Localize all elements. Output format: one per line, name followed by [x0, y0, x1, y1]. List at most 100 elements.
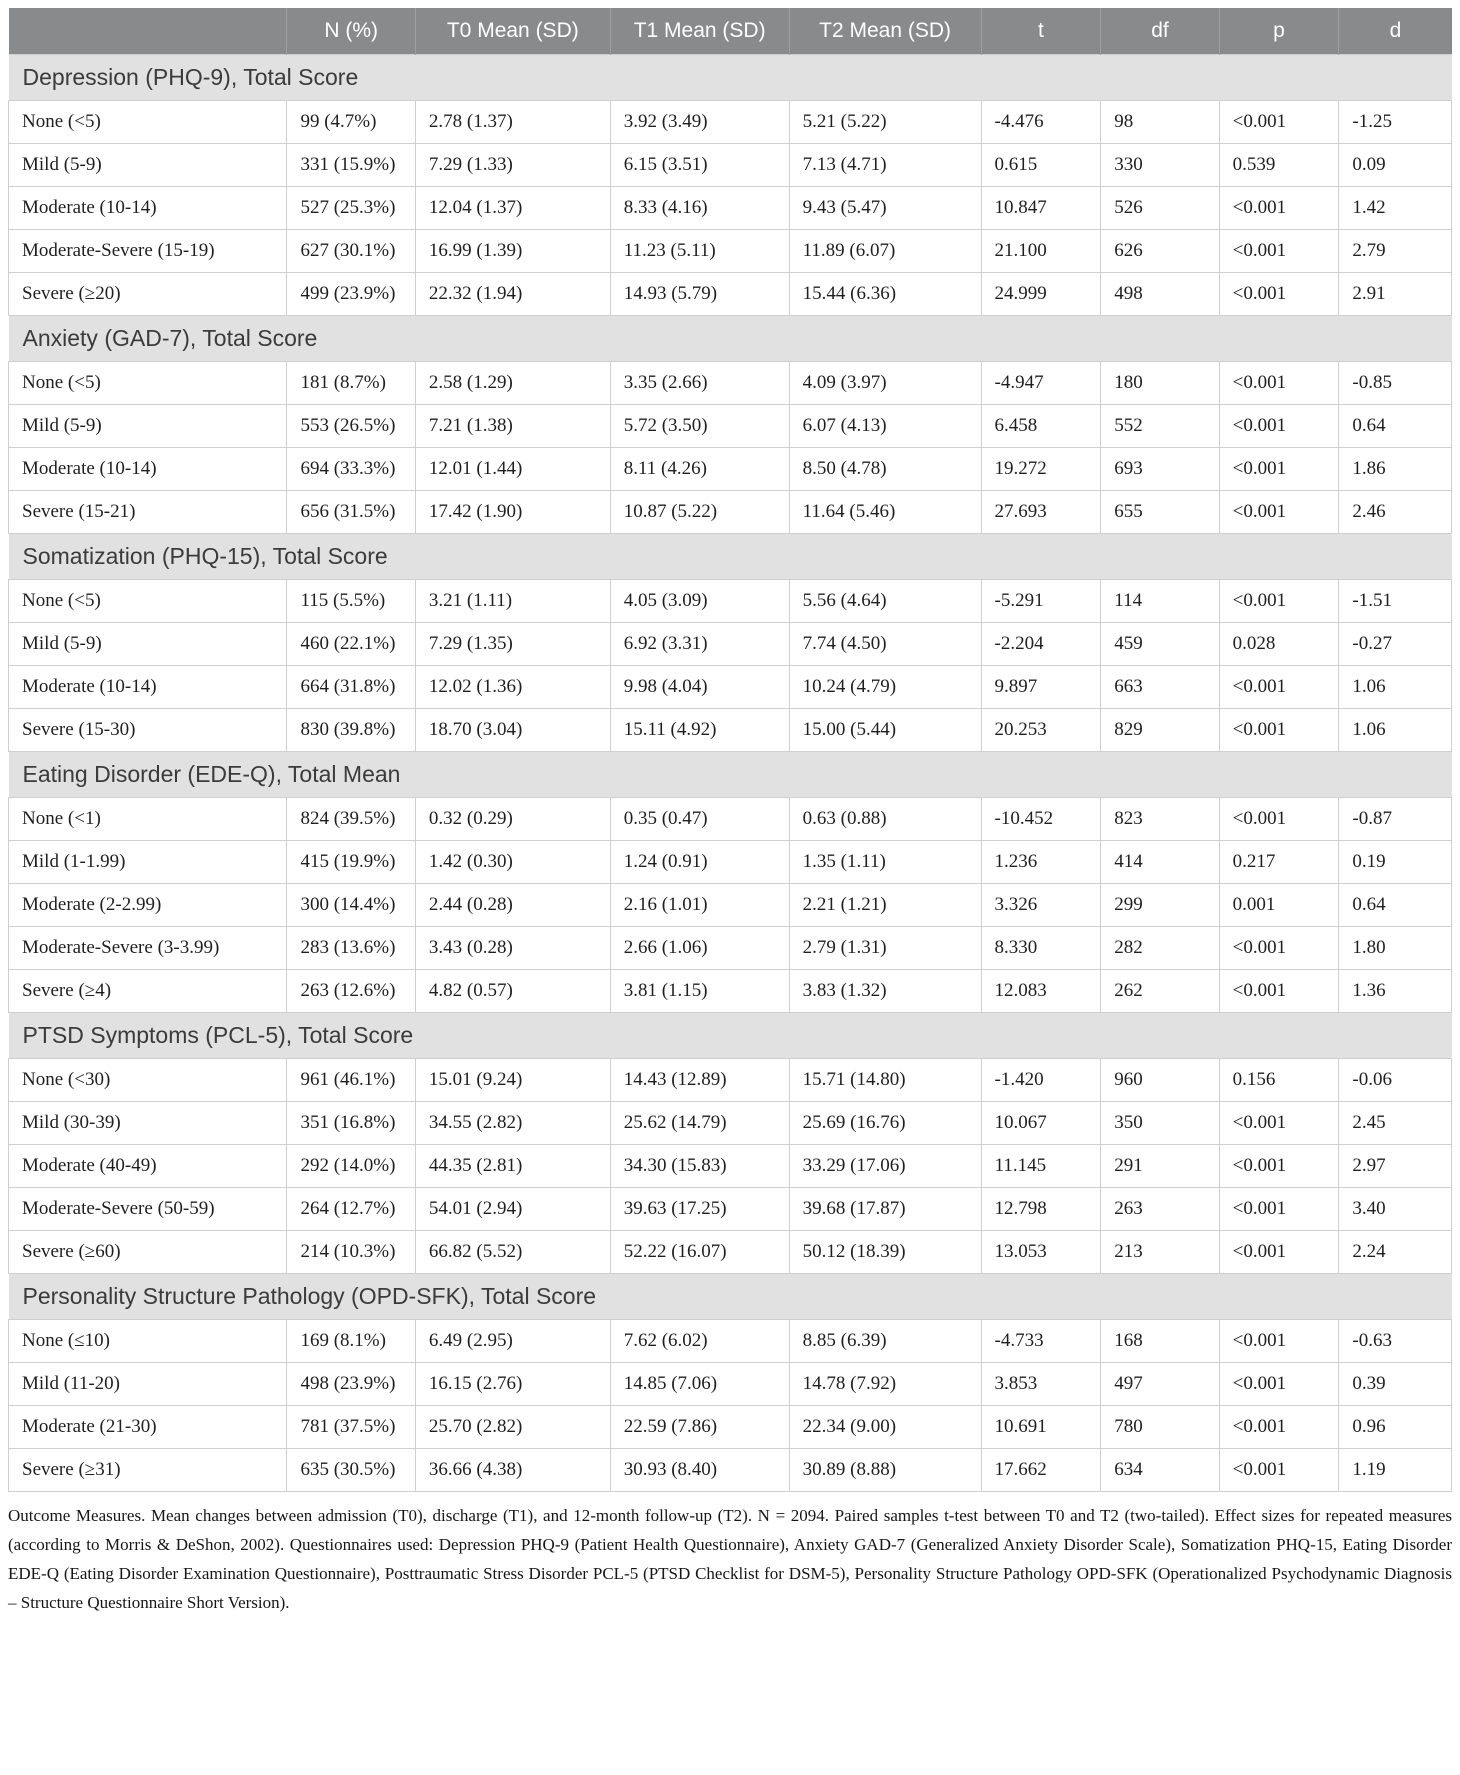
section-title: PTSD Symptoms (PCL-5), Total Score	[8, 1012, 1452, 1059]
cell-t0-mean-sd: 7.29 (1.35)	[414, 622, 611, 666]
table-row: Moderate (2-2.99) 300 (14.4%) 2.44 (0.28) 2…	[7, 883, 1452, 927]
outcome-measures-table-container: N (%) T0 Mean (SD) T1 Mean (SD) T2 Mean (SD…	[7, 8, 1452, 1492]
cell-d: 0.96	[1338, 1405, 1452, 1449]
cell-t1-mean-sd: 0.35 (0.47)	[609, 797, 790, 841]
cell-df: 350	[1100, 1101, 1220, 1145]
column-header-df: df	[1100, 8, 1220, 55]
cell-t: 3.326	[980, 883, 1102, 927]
column-header-t0-mean-sd: T0 Mean (SD)	[414, 8, 611, 55]
cell-severity: Moderate-Severe (15-19)	[7, 229, 288, 273]
cell-n-pct: 627 (30.1%)	[286, 229, 416, 273]
cell-t: 19.272	[980, 447, 1102, 491]
cell-t: 3.853	[980, 1362, 1102, 1406]
cell-t0-mean-sd: 36.66 (4.38)	[414, 1448, 611, 1492]
cell-df: 168	[1100, 1319, 1220, 1363]
cell-t1-mean-sd: 6.15 (3.51)	[609, 143, 790, 187]
cell-severity: Mild (5-9)	[7, 143, 288, 187]
table-row: None (≤10) 169 (8.1%) 6.49 (2.95) 7.62 (6.0…	[7, 1319, 1452, 1363]
table-row: Mild (1-1.99) 415 (19.9%) 1.42 (0.30) 1.24 …	[7, 840, 1452, 884]
cell-df: 213	[1100, 1230, 1220, 1274]
table-body: Depression (PHQ-9), Total Score None (<5)…	[7, 54, 1452, 1492]
cell-t1-mean-sd: 3.35 (2.66)	[609, 361, 790, 405]
cell-t1-mean-sd: 2.16 (1.01)	[609, 883, 790, 927]
cell-t: 10.691	[980, 1405, 1102, 1449]
cell-n-pct: 181 (8.7%)	[286, 361, 416, 405]
cell-t: -5.291	[980, 579, 1102, 623]
table-row: None (<5) 181 (8.7%) 2.58 (1.29) 3.35 (2.66…	[7, 361, 1452, 405]
cell-t1-mean-sd: 22.59 (7.86)	[609, 1405, 790, 1449]
cell-severity: None (<30)	[7, 1058, 288, 1102]
cell-t: 17.662	[980, 1448, 1102, 1492]
cell-df: 780	[1100, 1405, 1220, 1449]
cell-t2-mean-sd: 8.50 (4.78)	[788, 447, 982, 491]
cell-d: 1.42	[1338, 186, 1452, 230]
cell-severity: Mild (11-20)	[7, 1362, 288, 1406]
cell-n-pct: 283 (13.6%)	[286, 926, 416, 970]
cell-n-pct: 300 (14.4%)	[286, 883, 416, 927]
table-row: Severe (≥20) 499 (23.9%) 22.32 (1.94) 14.93…	[7, 272, 1452, 316]
cell-df: 634	[1100, 1448, 1220, 1492]
cell-t2-mean-sd: 15.71 (14.80)	[788, 1058, 982, 1102]
cell-n-pct: 635 (30.5%)	[286, 1448, 416, 1492]
cell-d: 0.39	[1338, 1362, 1452, 1406]
cell-p: <0.001	[1218, 100, 1340, 144]
cell-t2-mean-sd: 3.83 (1.32)	[788, 969, 982, 1013]
cell-n-pct: 460 (22.1%)	[286, 622, 416, 666]
table-row: Mild (5-9) 460 (22.1%) 7.29 (1.35) 6.92 (3.…	[7, 622, 1452, 666]
cell-d: 0.64	[1338, 883, 1452, 927]
cell-severity: Severe (≥60)	[7, 1230, 288, 1274]
cell-p: <0.001	[1218, 969, 1340, 1013]
section-title: Anxiety (GAD-7), Total Score	[8, 315, 1452, 362]
cell-t1-mean-sd: 39.63 (17.25)	[609, 1187, 790, 1231]
cell-d: 2.91	[1338, 272, 1452, 316]
cell-t0-mean-sd: 66.82 (5.52)	[414, 1230, 611, 1274]
cell-d: 0.19	[1338, 840, 1452, 884]
cell-severity: Moderate (21-30)	[7, 1405, 288, 1449]
section-title: Eating Disorder (EDE-Q), Total Mean	[8, 751, 1452, 798]
cell-df: 459	[1100, 622, 1220, 666]
cell-p: <0.001	[1218, 1230, 1340, 1274]
cell-df: 262	[1100, 969, 1220, 1013]
cell-p: 0.217	[1218, 840, 1340, 884]
table-head: N (%) T0 Mean (SD) T1 Mean (SD) T2 Mean (SD…	[8, 8, 1452, 55]
cell-t: 13.053	[980, 1230, 1102, 1274]
cell-n-pct: 264 (12.7%)	[286, 1187, 416, 1231]
cell-t0-mean-sd: 2.58 (1.29)	[414, 361, 611, 405]
cell-t: 8.330	[980, 926, 1102, 970]
cell-n-pct: 169 (8.1%)	[286, 1319, 416, 1363]
cell-n-pct: 99 (4.7%)	[286, 100, 416, 144]
cell-n-pct: 263 (12.6%)	[286, 969, 416, 1013]
cell-t2-mean-sd: 6.07 (4.13)	[788, 404, 982, 448]
cell-n-pct: 214 (10.3%)	[286, 1230, 416, 1274]
cell-t1-mean-sd: 15.11 (4.92)	[609, 708, 790, 752]
header-row: N (%) T0 Mean (SD) T1 Mean (SD) T2 Mean (SD…	[8, 8, 1452, 55]
cell-df: 829	[1100, 708, 1220, 752]
cell-t1-mean-sd: 25.62 (14.79)	[609, 1101, 790, 1145]
cell-n-pct: 499 (23.9%)	[286, 272, 416, 316]
cell-d: 0.64	[1338, 404, 1452, 448]
cell-d: 2.45	[1338, 1101, 1452, 1145]
cell-t0-mean-sd: 6.49 (2.95)	[414, 1319, 611, 1363]
cell-d: 0.09	[1338, 143, 1452, 187]
cell-t2-mean-sd: 25.69 (16.76)	[788, 1101, 982, 1145]
cell-severity: Severe (15-21)	[7, 490, 288, 534]
cell-d: 1.06	[1338, 665, 1452, 709]
cell-df: 498	[1100, 272, 1220, 316]
cell-t2-mean-sd: 9.43 (5.47)	[788, 186, 982, 230]
cell-n-pct: 664 (31.8%)	[286, 665, 416, 709]
table-row: Mild (5-9) 553 (26.5%) 7.21 (1.38) 5.72 (3.…	[7, 404, 1452, 448]
cell-t0-mean-sd: 22.32 (1.94)	[414, 272, 611, 316]
cell-t2-mean-sd: 15.00 (5.44)	[788, 708, 982, 752]
section-title: Somatization (PHQ-15), Total Score	[8, 533, 1452, 580]
table-row: None (<5) 115 (5.5%) 3.21 (1.11) 4.05 (3.09…	[7, 579, 1452, 623]
column-header-severity	[8, 8, 287, 55]
cell-severity: Severe (≥4)	[7, 969, 288, 1013]
cell-t: -4.733	[980, 1319, 1102, 1363]
cell-t1-mean-sd: 8.11 (4.26)	[609, 447, 790, 491]
cell-severity: Severe (15-30)	[7, 708, 288, 752]
cell-t0-mean-sd: 44.35 (2.81)	[414, 1144, 611, 1188]
cell-t1-mean-sd: 11.23 (5.11)	[609, 229, 790, 273]
cell-severity: Mild (30-39)	[7, 1101, 288, 1145]
cell-t2-mean-sd: 4.09 (3.97)	[788, 361, 982, 405]
cell-t1-mean-sd: 2.66 (1.06)	[609, 926, 790, 970]
